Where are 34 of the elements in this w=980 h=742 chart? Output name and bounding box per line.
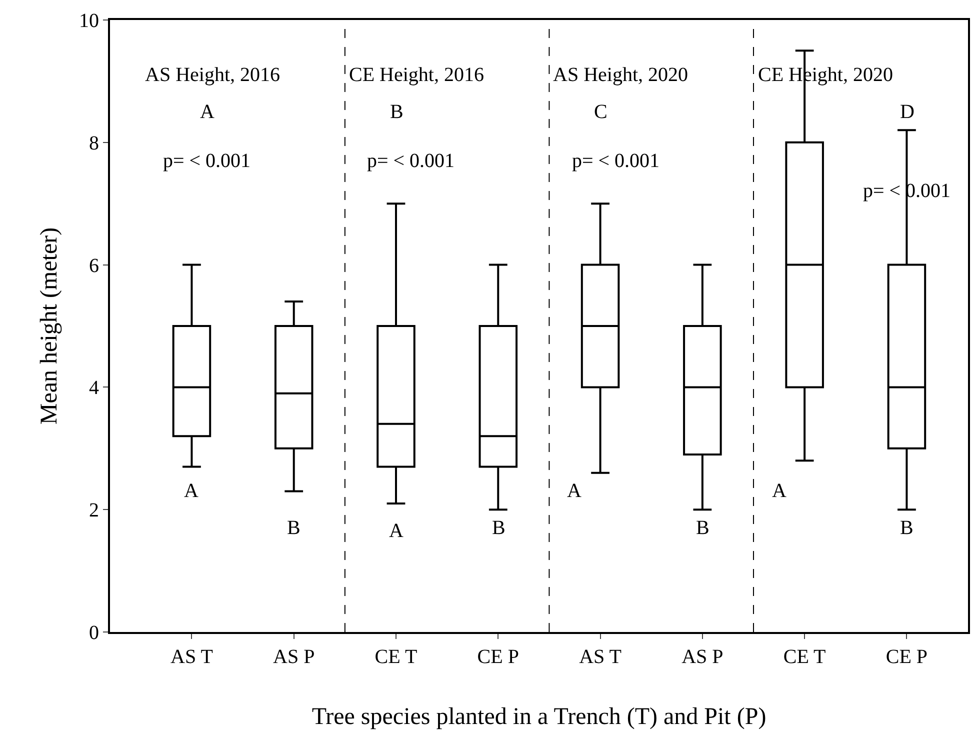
y-tick-label: 6 [89,254,99,277]
y-tick-label: 8 [89,132,99,154]
annotation: AS Height, 2020 [553,64,688,86]
x-tick-label: CE T [374,646,418,668]
x-tick-label: AS T [170,646,213,668]
annotation: A [772,480,787,502]
annotation: B [390,101,404,123]
y-tick-label: 2 [89,500,99,522]
x-tick-label: AS P [273,646,315,668]
annotation: p= < 0.001 [163,150,251,172]
annotation: B [900,517,914,539]
annotation: AS Height, 2016 [145,64,280,86]
y-tick-label: 4 [89,377,99,400]
x-tick-label: AS P [682,646,724,668]
x-tick-label: CE T [783,646,826,668]
annotation: A [184,480,199,502]
annotation: B [287,517,300,539]
x-tick-label: CE P [886,646,928,668]
annotation: B [492,517,506,539]
x-axis-title: Tree species planted in a Trench (T) and Pit (P) [312,704,766,730]
annotation: B [696,517,710,539]
annotation: p= < 0.001 [367,150,455,172]
annotation: CE Height, 2016 [349,64,484,86]
x-tick-label: AS T [579,646,622,668]
y-tick-label: 10 [79,10,99,32]
annotation: D [900,101,914,123]
x-tick-label: CE P [477,646,519,668]
annotation: A [200,101,215,123]
annotation: C [594,101,608,123]
y-axis-title: Mean height (meter) [36,227,63,425]
annotation: A [389,520,404,542]
y-tick-label: 0 [89,622,99,644]
annotation: p= < 0.001 [572,150,660,172]
annotation: A [567,480,582,502]
